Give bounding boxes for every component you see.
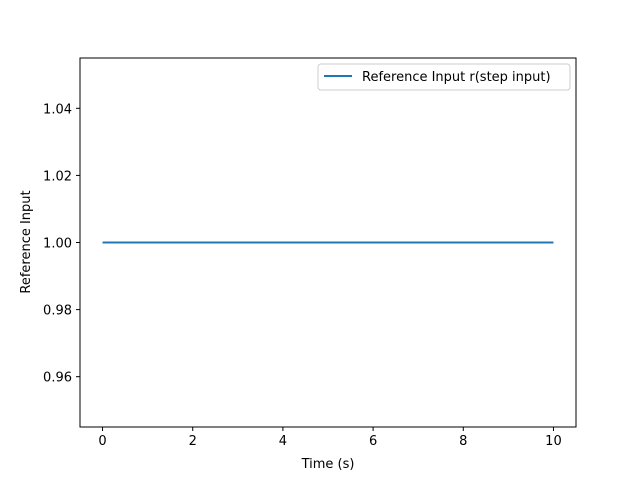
- legend-entry-label: Reference Input r(step input): [362, 70, 551, 85]
- x-axis-ticks: 0 2 4 6 8 10: [98, 427, 562, 449]
- y-tick-label: 1.04: [43, 102, 72, 117]
- y-axis-ticks: 0.96 0.98 1.00 1.02 1.04: [43, 102, 80, 386]
- y-tick-label: 0.96: [43, 371, 72, 386]
- x-tick-label: 8: [459, 434, 467, 449]
- x-tick-label: 4: [279, 434, 287, 449]
- y-axis-label: Reference Input: [19, 190, 34, 293]
- y-tick-label: 1.00: [43, 237, 72, 252]
- y-tick-label: 1.02: [43, 169, 72, 184]
- x-tick-label: 10: [545, 434, 562, 449]
- x-tick-label: 2: [189, 434, 197, 449]
- x-tick-label: 6: [369, 434, 377, 449]
- x-axis-label: Time (s): [301, 457, 355, 472]
- x-tick-label: 0: [98, 434, 106, 449]
- y-tick-label: 0.98: [43, 304, 72, 319]
- legend-box: [317, 63, 571, 91]
- legend: Reference Input r(step input): [317, 63, 571, 91]
